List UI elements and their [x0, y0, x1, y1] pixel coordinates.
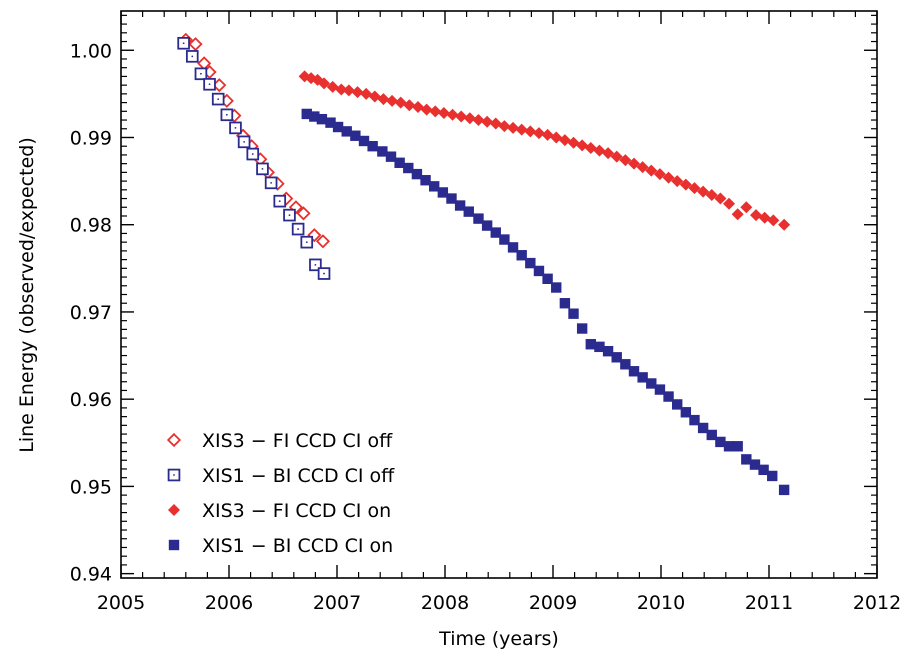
data-point-filled-diamond	[351, 86, 364, 99]
data-point-open-square	[256, 162, 269, 176]
data-point-filled-diamond	[342, 84, 355, 97]
data-point-filled-diamond	[481, 115, 494, 128]
data-point-open-square	[194, 67, 208, 81]
data-point-open-square	[203, 77, 216, 91]
data-point-filled-diamond	[576, 139, 589, 152]
data-point-filled-diamond	[498, 120, 511, 133]
x-tick-label: 2012	[853, 592, 901, 614]
data-point-filled-diamond	[420, 103, 433, 116]
data-point-open-square	[264, 176, 278, 190]
data-point-filled-diamond	[386, 94, 399, 107]
data-point-filled-diamond	[758, 211, 771, 224]
data-point-filled-square	[367, 141, 378, 152]
data-points	[177, 33, 791, 496]
data-point-open-square	[300, 235, 314, 249]
data-point-filled-diamond	[524, 125, 537, 138]
axis-ticks	[120, 11, 878, 578]
data-point-filled-diamond	[567, 136, 580, 149]
x-tick-label: 2009	[529, 592, 577, 614]
legend-label: XIS1 − BI CCD CI off	[202, 465, 395, 487]
data-point-filled-diamond	[532, 127, 545, 140]
legend: XIS3 − FI CCD CI off XIS1 − BI CCD CI off…	[167, 430, 395, 557]
data-point-filled-square	[767, 470, 778, 482]
legend-label: XIS3 − FI CCD CI off	[202, 430, 393, 452]
legend-marker	[167, 468, 181, 482]
data-point-filled-diamond	[593, 144, 606, 157]
data-point-filled-square	[463, 206, 474, 217]
data-point-filled-diamond	[558, 134, 571, 147]
data-point-filled-diamond	[750, 209, 763, 222]
data-point-filled-diamond	[437, 107, 450, 120]
data-point-open-square	[273, 194, 287, 208]
data-point-filled-diamond	[455, 110, 468, 123]
data-point-filled-diamond	[541, 128, 554, 141]
axis-tick-labels: 2005 2006 2007 2008 2009 2010 2011 2012 0.94 0.95…	[70, 40, 901, 614]
legend-label: XIS3 − FI CCD CI on	[202, 500, 391, 522]
series-open-diamond	[179, 33, 330, 248]
data-point-filled-diamond	[778, 218, 791, 231]
data-point-filled-diamond	[550, 131, 563, 144]
data-point-filled-square	[568, 308, 579, 319]
data-point-open-square	[185, 50, 199, 63]
data-point-open-square	[211, 92, 225, 106]
y-tick-label: 1.00	[70, 40, 112, 62]
data-point-filled-diamond	[412, 100, 424, 113]
data-point-open-square	[283, 208, 296, 222]
data-point-open-square	[317, 267, 331, 280]
y-tick-label: 0.98	[70, 215, 112, 237]
data-point-filled-diamond	[472, 114, 485, 127]
data-point-filled-square	[576, 323, 588, 334]
data-point-open-square	[229, 121, 242, 135]
data-point-filled-diamond	[515, 123, 528, 136]
data-point-filled-diamond	[767, 214, 780, 227]
x-tick-label: 2007	[313, 592, 361, 614]
data-point-open-square	[220, 108, 234, 122]
x-tick-label: 2010	[637, 592, 685, 614]
y-tick-label: 0.99	[70, 127, 112, 149]
data-point-filled-diamond	[507, 121, 520, 134]
legend-label: XIS1 − BI CCD CI on	[202, 535, 393, 557]
y-tick-label: 0.95	[70, 476, 112, 498]
x-axis-title: Time (years)	[438, 628, 559, 650]
data-point-filled-diamond	[377, 93, 390, 106]
data-point-open-square	[246, 147, 260, 161]
plot-frame	[120, 10, 878, 579]
data-point-filled-diamond	[394, 96, 407, 109]
data-point-filled-diamond	[740, 201, 753, 214]
data-point-filled-diamond	[403, 99, 416, 112]
y-tick-label: 0.96	[70, 389, 112, 411]
data-point-filled-diamond	[489, 117, 502, 130]
x-tick-label: 2006	[205, 592, 253, 614]
legend-marker	[168, 504, 180, 516]
data-point-open-square	[291, 222, 305, 236]
y-tick-label: 0.97	[70, 302, 112, 324]
data-point-open-square	[237, 135, 251, 149]
data-point-filled-diamond	[584, 141, 597, 154]
data-point-filled-square	[732, 441, 743, 452]
data-point-open-square	[177, 36, 190, 50]
data-point-filled-diamond	[463, 112, 476, 125]
x-tick-label: 2008	[421, 592, 469, 614]
y-axis-title: Line Energy (observed/expected)	[16, 137, 38, 453]
data-point-filled-square	[778, 484, 790, 496]
x-tick-label: 2005	[97, 592, 145, 614]
data-point-filled-diamond	[368, 90, 381, 103]
data-point-filled-diamond	[429, 105, 442, 118]
x-tick-label: 2011	[745, 592, 793, 614]
y-tick-label: 0.94	[70, 564, 112, 586]
data-point-filled-diamond	[360, 87, 373, 100]
data-point-filled-square	[551, 282, 562, 293]
legend-marker	[167, 433, 181, 447]
data-point-filled-diamond	[446, 108, 459, 121]
legend-marker	[168, 539, 180, 551]
data-point-filled-square	[559, 298, 571, 309]
data-point-filled-diamond	[731, 208, 744, 221]
